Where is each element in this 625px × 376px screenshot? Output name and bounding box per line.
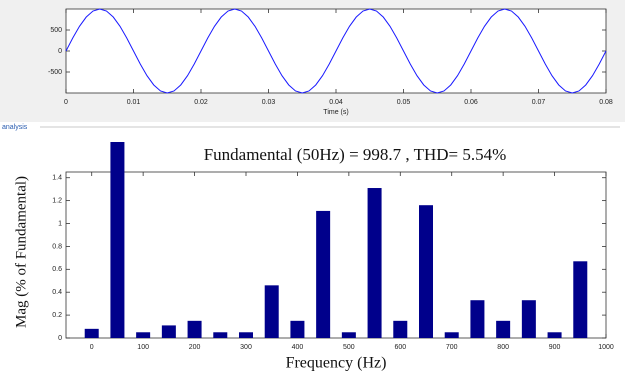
y-axis-label: Mag (% of Fundamental) xyxy=(13,176,29,328)
bar xyxy=(341,332,356,338)
x-tick-label: 0.04 xyxy=(329,99,343,106)
bar xyxy=(290,320,305,338)
y-tick-label: 0 xyxy=(58,335,62,342)
bars xyxy=(84,142,588,338)
panel-label: analysis xyxy=(2,124,28,131)
y-tick-label: 1.4 xyxy=(52,175,62,182)
y-tick-label: 0.2 xyxy=(52,312,62,319)
x-tick-label: 0.03 xyxy=(262,99,276,106)
x-axis-label: Frequency (Hz) xyxy=(286,355,387,372)
y-tick-label: 500 xyxy=(50,27,62,34)
x-tick-label: 300 xyxy=(240,344,252,351)
y-tick-label: 0.4 xyxy=(52,289,62,296)
y-tick-label: -500 xyxy=(48,69,62,76)
x-tick-label: 1000 xyxy=(598,344,614,351)
bar xyxy=(547,332,562,338)
x-tick-label: 0 xyxy=(90,344,94,351)
bar xyxy=(187,320,202,338)
y-tick-label: 1 xyxy=(58,220,62,227)
bar xyxy=(161,325,176,338)
x-tick-label: 0.01 xyxy=(127,99,141,106)
chart-title: Fundamental (50Hz) = 998.7 , THD= 5.54% xyxy=(204,145,507,164)
x-tick-label: 0.07 xyxy=(532,99,546,106)
y-tick-label: 0.6 xyxy=(52,266,62,273)
x-tick-label: 500 xyxy=(343,344,355,351)
bar xyxy=(264,285,279,338)
axes-box xyxy=(65,171,607,339)
bar xyxy=(393,320,408,338)
x-axis-label: Time (s) xyxy=(323,109,348,116)
bar xyxy=(419,205,433,338)
x-tick-label: 600 xyxy=(394,344,406,351)
x-tick-label: 0.08 xyxy=(599,99,613,106)
bar xyxy=(239,332,253,338)
x-tick-label: 200 xyxy=(189,344,201,351)
bar xyxy=(444,332,459,338)
x-tick-label: 0.02 xyxy=(194,99,208,106)
bar xyxy=(136,332,151,338)
bar xyxy=(521,300,536,338)
x-tick-label: 900 xyxy=(549,344,561,351)
x-tick-label: 0.06 xyxy=(464,99,478,106)
y-tick-label: 1.2 xyxy=(52,197,62,204)
bar xyxy=(316,210,331,338)
x-tick-label: 800 xyxy=(497,344,509,351)
x-tick-label: 0 xyxy=(64,99,68,106)
bar xyxy=(110,142,125,338)
x-tick-label: 700 xyxy=(446,344,458,351)
y-tick-label: 0 xyxy=(58,48,62,55)
bar xyxy=(84,328,99,338)
bar xyxy=(367,188,382,338)
y-tick-label: 0.8 xyxy=(52,243,62,250)
bar xyxy=(573,261,588,338)
x-tick-label: 100 xyxy=(137,344,149,351)
bar xyxy=(496,320,511,338)
x-tick-label: 0.05 xyxy=(397,99,411,106)
bar xyxy=(213,332,228,338)
signal-line xyxy=(65,8,607,94)
bar xyxy=(470,300,485,338)
x-tick-label: 400 xyxy=(292,344,304,351)
